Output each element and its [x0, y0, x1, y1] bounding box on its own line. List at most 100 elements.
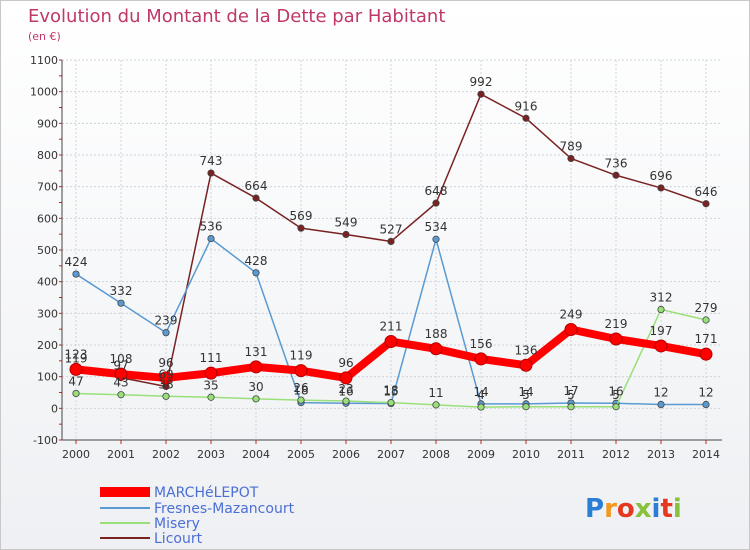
data-point [522, 403, 530, 411]
data-label: 536 [200, 220, 223, 234]
data-point [204, 366, 218, 380]
y-tick-label: 300 [37, 307, 58, 320]
data-point [294, 364, 308, 378]
data-point [699, 347, 713, 361]
data-label: 119 [290, 349, 313, 363]
logo-text: Proxiti [585, 494, 682, 524]
data-point [342, 230, 350, 239]
data-point [612, 171, 620, 179]
legend-label: Misery [154, 516, 200, 532]
data-point [567, 154, 575, 163]
x-tick-label: 2010 [512, 448, 540, 461]
legend-swatch [100, 507, 150, 509]
data-label: 527 [380, 222, 403, 236]
data-label: 916 [515, 99, 538, 113]
data-label: 664 [245, 179, 268, 193]
series-licourt [72, 90, 710, 391]
x-tick-label: 2008 [422, 448, 450, 461]
data-label: 534 [425, 220, 448, 234]
data-label: 16 [338, 384, 353, 398]
data-label: 696 [650, 169, 673, 183]
data-label: 96 [338, 356, 353, 370]
data-label: 123 [65, 347, 88, 361]
y-tick-label: 700 [37, 181, 58, 194]
data-point [252, 395, 260, 403]
x-tick-label: 2001 [107, 448, 135, 461]
logo-letter: x [635, 494, 652, 524]
x-tick-label: 2002 [152, 448, 180, 461]
data-label: 15 [383, 385, 398, 399]
data-label: 23 [338, 382, 353, 396]
data-label: 14 [518, 385, 533, 399]
data-label: 156 [470, 337, 493, 351]
data-label: 14 [473, 385, 488, 399]
legend-label: Fresnes-Mazancourt [154, 501, 295, 517]
data-point [612, 403, 620, 411]
data-label: 96 [158, 356, 173, 370]
data-label: 992 [470, 75, 493, 89]
data-point [474, 352, 488, 366]
data-point [252, 269, 260, 277]
data-label: 279 [695, 301, 718, 315]
y-tick-label: 0 [51, 402, 58, 415]
series-march-lepot [69, 322, 713, 385]
data-point [702, 400, 710, 409]
data-point [384, 335, 398, 349]
data-label: 249 [560, 307, 583, 321]
logo-letter: i [673, 494, 682, 524]
x-tick-label: 2003 [197, 448, 225, 461]
y-tick-label: 1000 [30, 86, 58, 99]
y-tick-label: 900 [37, 117, 58, 130]
data-point [432, 401, 440, 409]
data-point [519, 358, 533, 372]
data-label: 569 [290, 209, 313, 223]
x-tick-label: 2013 [647, 448, 675, 461]
x-tick-label: 2006 [332, 448, 360, 461]
x-tick-label: 2000 [62, 448, 90, 461]
data-point [702, 200, 710, 208]
data-point [657, 305, 665, 314]
data-point [387, 399, 395, 407]
data-point [162, 329, 170, 337]
logo-letter: i [652, 494, 661, 524]
data-label: 736 [605, 156, 628, 170]
x-tick-label: 2005 [287, 448, 315, 461]
data-label: 38 [158, 377, 173, 391]
data-label: 97 [113, 359, 128, 373]
data-label: 424 [65, 255, 88, 269]
legend: MARCHéLEPOT Fresnes-Mazancourt Misery Li… [100, 485, 295, 547]
axes: -100 0 100 200 300 400 500 600 700 800 900 1000 1100… [30, 54, 722, 461]
data-label: 646 [695, 185, 718, 199]
data-point [522, 114, 530, 122]
legend-swatch [100, 522, 150, 524]
data-point [249, 360, 263, 374]
y-tick-label: 800 [37, 149, 58, 162]
x-tick-label: 2011 [557, 448, 585, 461]
data-label: 789 [560, 139, 583, 153]
data-label: 18 [293, 384, 308, 398]
data-label: 743 [200, 154, 223, 168]
data-point [339, 371, 353, 385]
data-label: 47 [68, 374, 83, 388]
series-labels: 119 97 69 743 664 569 549 527 648 992 916 789 736 696… [65, 75, 718, 402]
data-point [117, 391, 125, 399]
legend-label: MARCHéLEPOT [154, 485, 259, 501]
chart-title: Evolution du Montant de la Dette par Hab… [28, 6, 445, 27]
y-tick-label: 1100 [30, 54, 58, 67]
logo-letter: t [660, 494, 672, 524]
data-label: 219 [605, 317, 628, 331]
data-label: 18 [383, 384, 398, 398]
data-point [207, 169, 215, 177]
data-point [387, 237, 395, 246]
data-point [657, 184, 665, 192]
x-tick-label: 2007 [377, 448, 405, 461]
data-label: 648 [425, 184, 448, 198]
data-point [342, 397, 350, 405]
data-label: 171 [695, 332, 718, 346]
logo-letter: P [585, 494, 604, 524]
data-label: 5 [612, 388, 620, 402]
data-label: 5 [567, 388, 575, 402]
data-point [207, 235, 215, 243]
y-tick-label: 600 [37, 212, 58, 225]
x-tick-label: 2004 [242, 448, 270, 461]
